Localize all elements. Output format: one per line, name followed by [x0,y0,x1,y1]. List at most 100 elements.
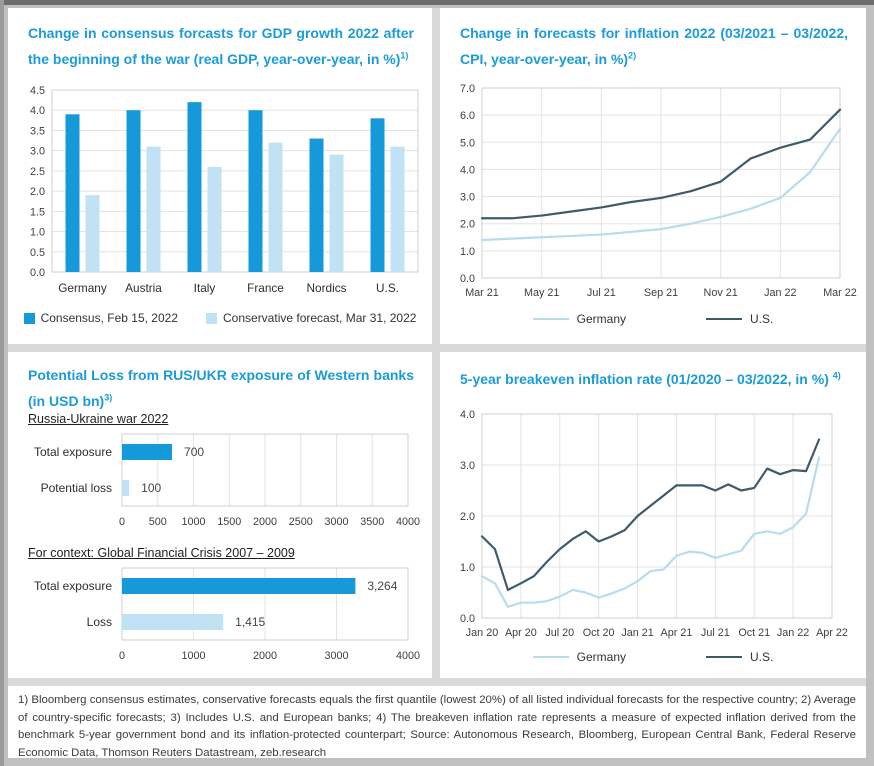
legend-item-germany: Germany [532,312,626,326]
gdp-legend: Consensus, Feb 15, 2022 Conservative for… [8,311,432,325]
legend-item-us: U.S. [706,312,773,326]
svg-text:Jan 20: Jan 20 [466,627,498,639]
svg-text:1.0: 1.0 [30,227,45,239]
svg-text:3000: 3000 [324,650,348,662]
consensus-swatch-icon [23,312,35,324]
svg-text:4000: 4000 [396,516,420,528]
svg-text:1000: 1000 [181,650,205,662]
svg-text:Total exposure: Total exposure [34,579,112,593]
footnotes-text: 1) Bloomberg consensus estimates, conser… [18,694,856,759]
svg-text:500: 500 [149,516,167,528]
inflation-legend: Germany U.S. [440,312,866,326]
footnotes-section: 1) Bloomberg consensus estimates, conser… [8,686,866,759]
gdp-title-footnote-ref: 1) [400,50,409,61]
svg-text:1000: 1000 [181,516,205,528]
panel-bank-exposure: Potential Loss from RUS/UKR exposure of … [8,352,432,678]
svg-text:3.0: 3.0 [460,192,475,204]
inflation-title-footnote-ref: 2) [628,50,637,61]
svg-text:Austria: Austria [125,281,162,295]
window-left-edge [0,0,4,766]
svg-text:Sep 21: Sep 21 [644,287,678,299]
inflation-line-chart: 0.0 1.0 2.0 3.0 4.0 5.0 6.0 7.0 Mar 21 May 21 Jul … [460,84,857,299]
svg-text:6.0: 6.0 [460,110,475,122]
us-line-swatch-icon [706,318,742,320]
legend-label-us: U.S. [750,312,774,326]
svg-text:2000: 2000 [253,650,277,662]
breakeven-title-footnote-ref: 4) [832,370,841,381]
svg-text:4.0: 4.0 [460,164,475,176]
svg-text:0: 0 [119,516,125,528]
svg-text:Oct 21: Oct 21 [738,627,770,639]
svg-text:7.0: 7.0 [460,84,475,95]
legend-item-consensus: Consensus, Feb 15, 2022 [23,311,178,325]
svg-text:3.0: 3.0 [30,146,45,158]
svg-text:May 21: May 21 [524,287,559,299]
svg-text:2500: 2500 [289,516,313,528]
svg-text:1.5: 1.5 [30,206,45,218]
gfc-subtitle: For context: Global Financial Crisis 200… [28,546,295,560]
svg-text:Apr 21: Apr 21 [661,627,693,639]
svg-text:2.5: 2.5 [30,166,45,178]
breakeven-legend: Germany U.S. [440,650,866,664]
svg-text:2.0: 2.0 [460,219,475,231]
germany-line-swatch-icon [532,656,569,658]
svg-text:100: 100 [141,481,161,495]
svg-text:Mar 21: Mar 21 [465,287,499,299]
svg-text:Oct 20: Oct 20 [583,627,615,639]
svg-text:0.0: 0.0 [30,267,45,279]
rus-ukr-hbar-chart: 0 500 1000 1500 2000 2500 3000 3500 4000 Total ex… [34,433,420,528]
window-top-edge [0,0,874,5]
svg-text:1,415: 1,415 [235,615,265,629]
svg-text:4000: 4000 [396,650,420,662]
svg-text:Jan 22: Jan 22 [764,287,796,299]
svg-text:3000: 3000 [324,516,348,528]
svg-text:2.0: 2.0 [460,511,475,523]
breakeven-chart-title-text: 5-year breakeven inflation rate (01/2020… [460,371,829,387]
panel-gdp-forecasts: Change in consensus forcasts for GDP gro… [8,8,432,344]
exposure-chart-title: Potential Loss from RUS/UKR exposure of … [28,362,414,414]
svg-text:Jul 21: Jul 21 [701,627,730,639]
inflation-chart-title-text: Change in forecasts for inflation 2022 (… [460,25,848,67]
legend-label-us: U.S. [750,650,774,664]
exposure-chart-title-text: Potential Loss from RUS/UKR exposure of … [28,367,414,409]
svg-text:Apr 22: Apr 22 [816,627,848,639]
legend-item-us: U.S. [706,650,773,664]
svg-text:Jul 21: Jul 21 [587,287,616,299]
svg-text:Apr 20: Apr 20 [505,627,537,639]
svg-text:Total exposure: Total exposure [34,445,112,459]
panel-inflation-forecasts: Change in forecasts for inflation 2022 (… [440,8,866,344]
svg-text:Nov 21: Nov 21 [704,287,738,299]
svg-text:Italy: Italy [194,281,216,295]
svg-text:0.0: 0.0 [460,273,475,285]
svg-text:5.0: 5.0 [460,137,475,149]
svg-text:Mar 22: Mar 22 [823,287,857,299]
svg-text:3.0: 3.0 [460,460,475,472]
svg-text:700: 700 [184,445,204,459]
svg-text:Jan 21: Jan 21 [621,627,653,639]
svg-text:0: 0 [119,650,125,662]
gdp-chart-title-text: Change in consensus forcasts for GDP gro… [28,25,414,67]
conservative-swatch-icon [206,312,217,324]
exposure-title-footnote-ref: 3) [104,392,113,403]
svg-text:2000: 2000 [253,516,277,528]
svg-text:4.5: 4.5 [30,85,45,97]
svg-text:4.0: 4.0 [30,105,45,117]
legend-item-conservative: Conservative forecast, Mar 31, 2022 [206,311,416,325]
svg-text:3500: 3500 [360,516,384,528]
rus-ukr-subtitle: Russia-Ukraine war 2022 [28,412,169,426]
svg-text:Jul 20: Jul 20 [545,627,574,639]
svg-text:0.5: 0.5 [30,247,45,259]
breakeven-chart-title: 5-year breakeven inflation rate (01/2020… [460,366,848,392]
charts-grid: Change in consensus forcasts for GDP gro… [8,8,866,759]
inflation-chart-title: Change in forecasts for inflation 2022 (… [460,20,848,72]
legend-label-consensus: Consensus, Feb 15, 2022 [40,311,178,325]
svg-text:4.0: 4.0 [460,409,475,421]
svg-text:0.0: 0.0 [460,613,475,625]
gdp-bar-chart: 0.0 0.5 1.0 1.5 2.0 2.5 3.0 3.5 4.0 4.5 Germany Aus… [30,85,419,295]
svg-text:1.0: 1.0 [460,246,475,258]
svg-text:U.S.: U.S. [376,281,399,295]
gfc-hbar-chart: 0 1000 2000 3000 4000 Total exposure 3,264 Loss… [34,567,420,662]
germany-line-swatch-icon [532,318,569,320]
svg-text:3.5: 3.5 [30,125,45,137]
